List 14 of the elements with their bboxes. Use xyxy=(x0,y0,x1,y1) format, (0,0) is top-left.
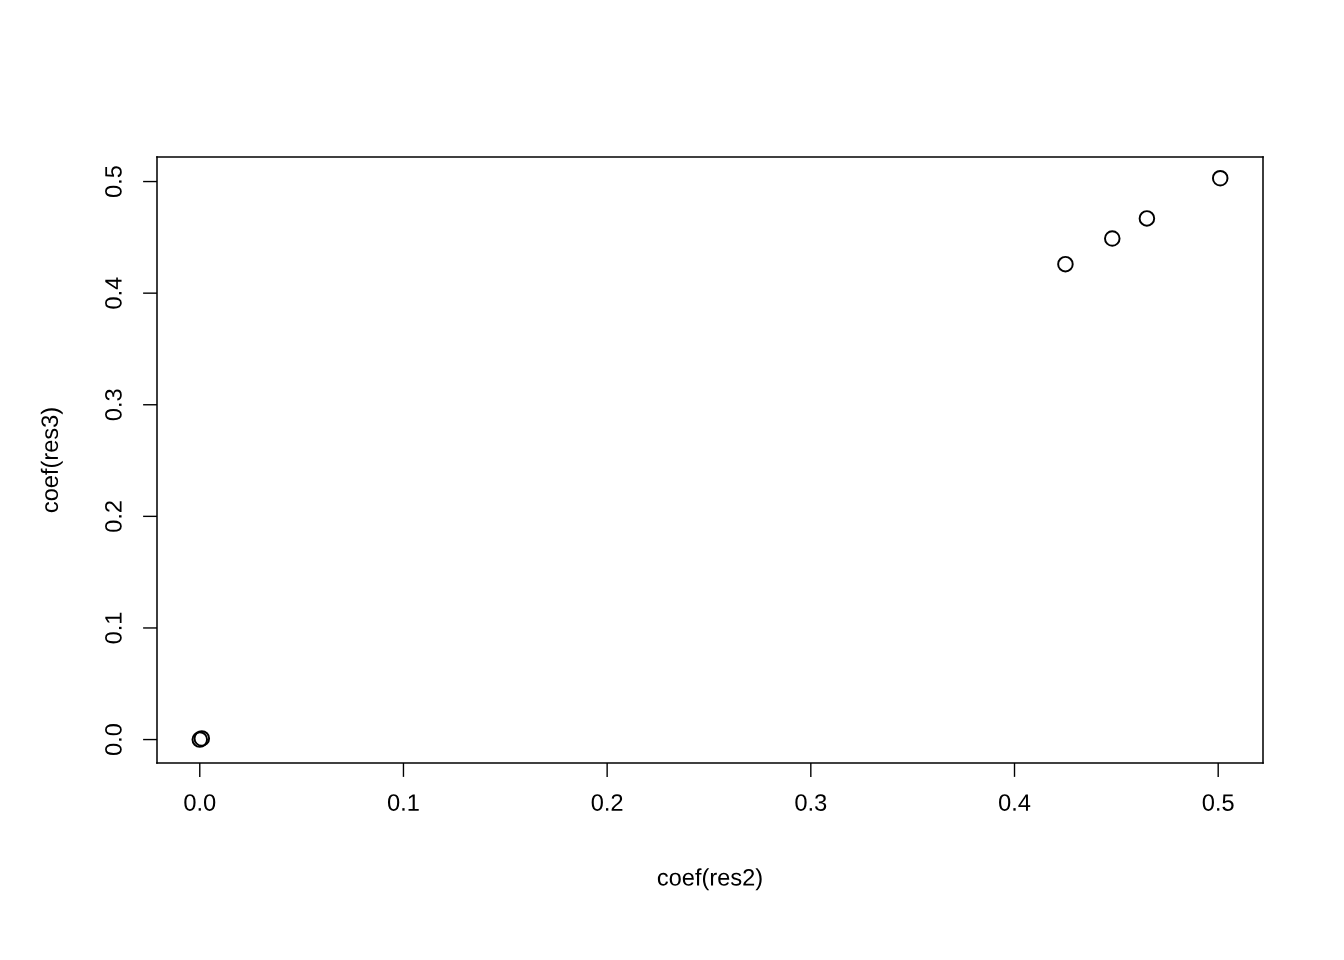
y-tick-label: 0.5 xyxy=(105,166,122,198)
x-tick-label: 0.4 xyxy=(999,794,1031,811)
y-tick-label: 0.1 xyxy=(105,612,122,644)
x-tick-label: 0.0 xyxy=(184,794,216,811)
y-tick-label: 0.2 xyxy=(105,501,122,532)
x-tick-label: 0.1 xyxy=(387,794,419,811)
x-axis-title: coef(res2) xyxy=(657,868,762,891)
x-tick-label: 0.3 xyxy=(795,794,827,811)
y-tick-label: 0.0 xyxy=(105,724,122,756)
x-tick-label: 0.5 xyxy=(1202,794,1234,811)
y-tick-label: 0.4 xyxy=(105,277,122,309)
y-tick-label: 0.3 xyxy=(105,389,122,421)
x-tick-label: 0.2 xyxy=(591,794,623,811)
y-axis-title: coef(res3) xyxy=(40,408,63,513)
